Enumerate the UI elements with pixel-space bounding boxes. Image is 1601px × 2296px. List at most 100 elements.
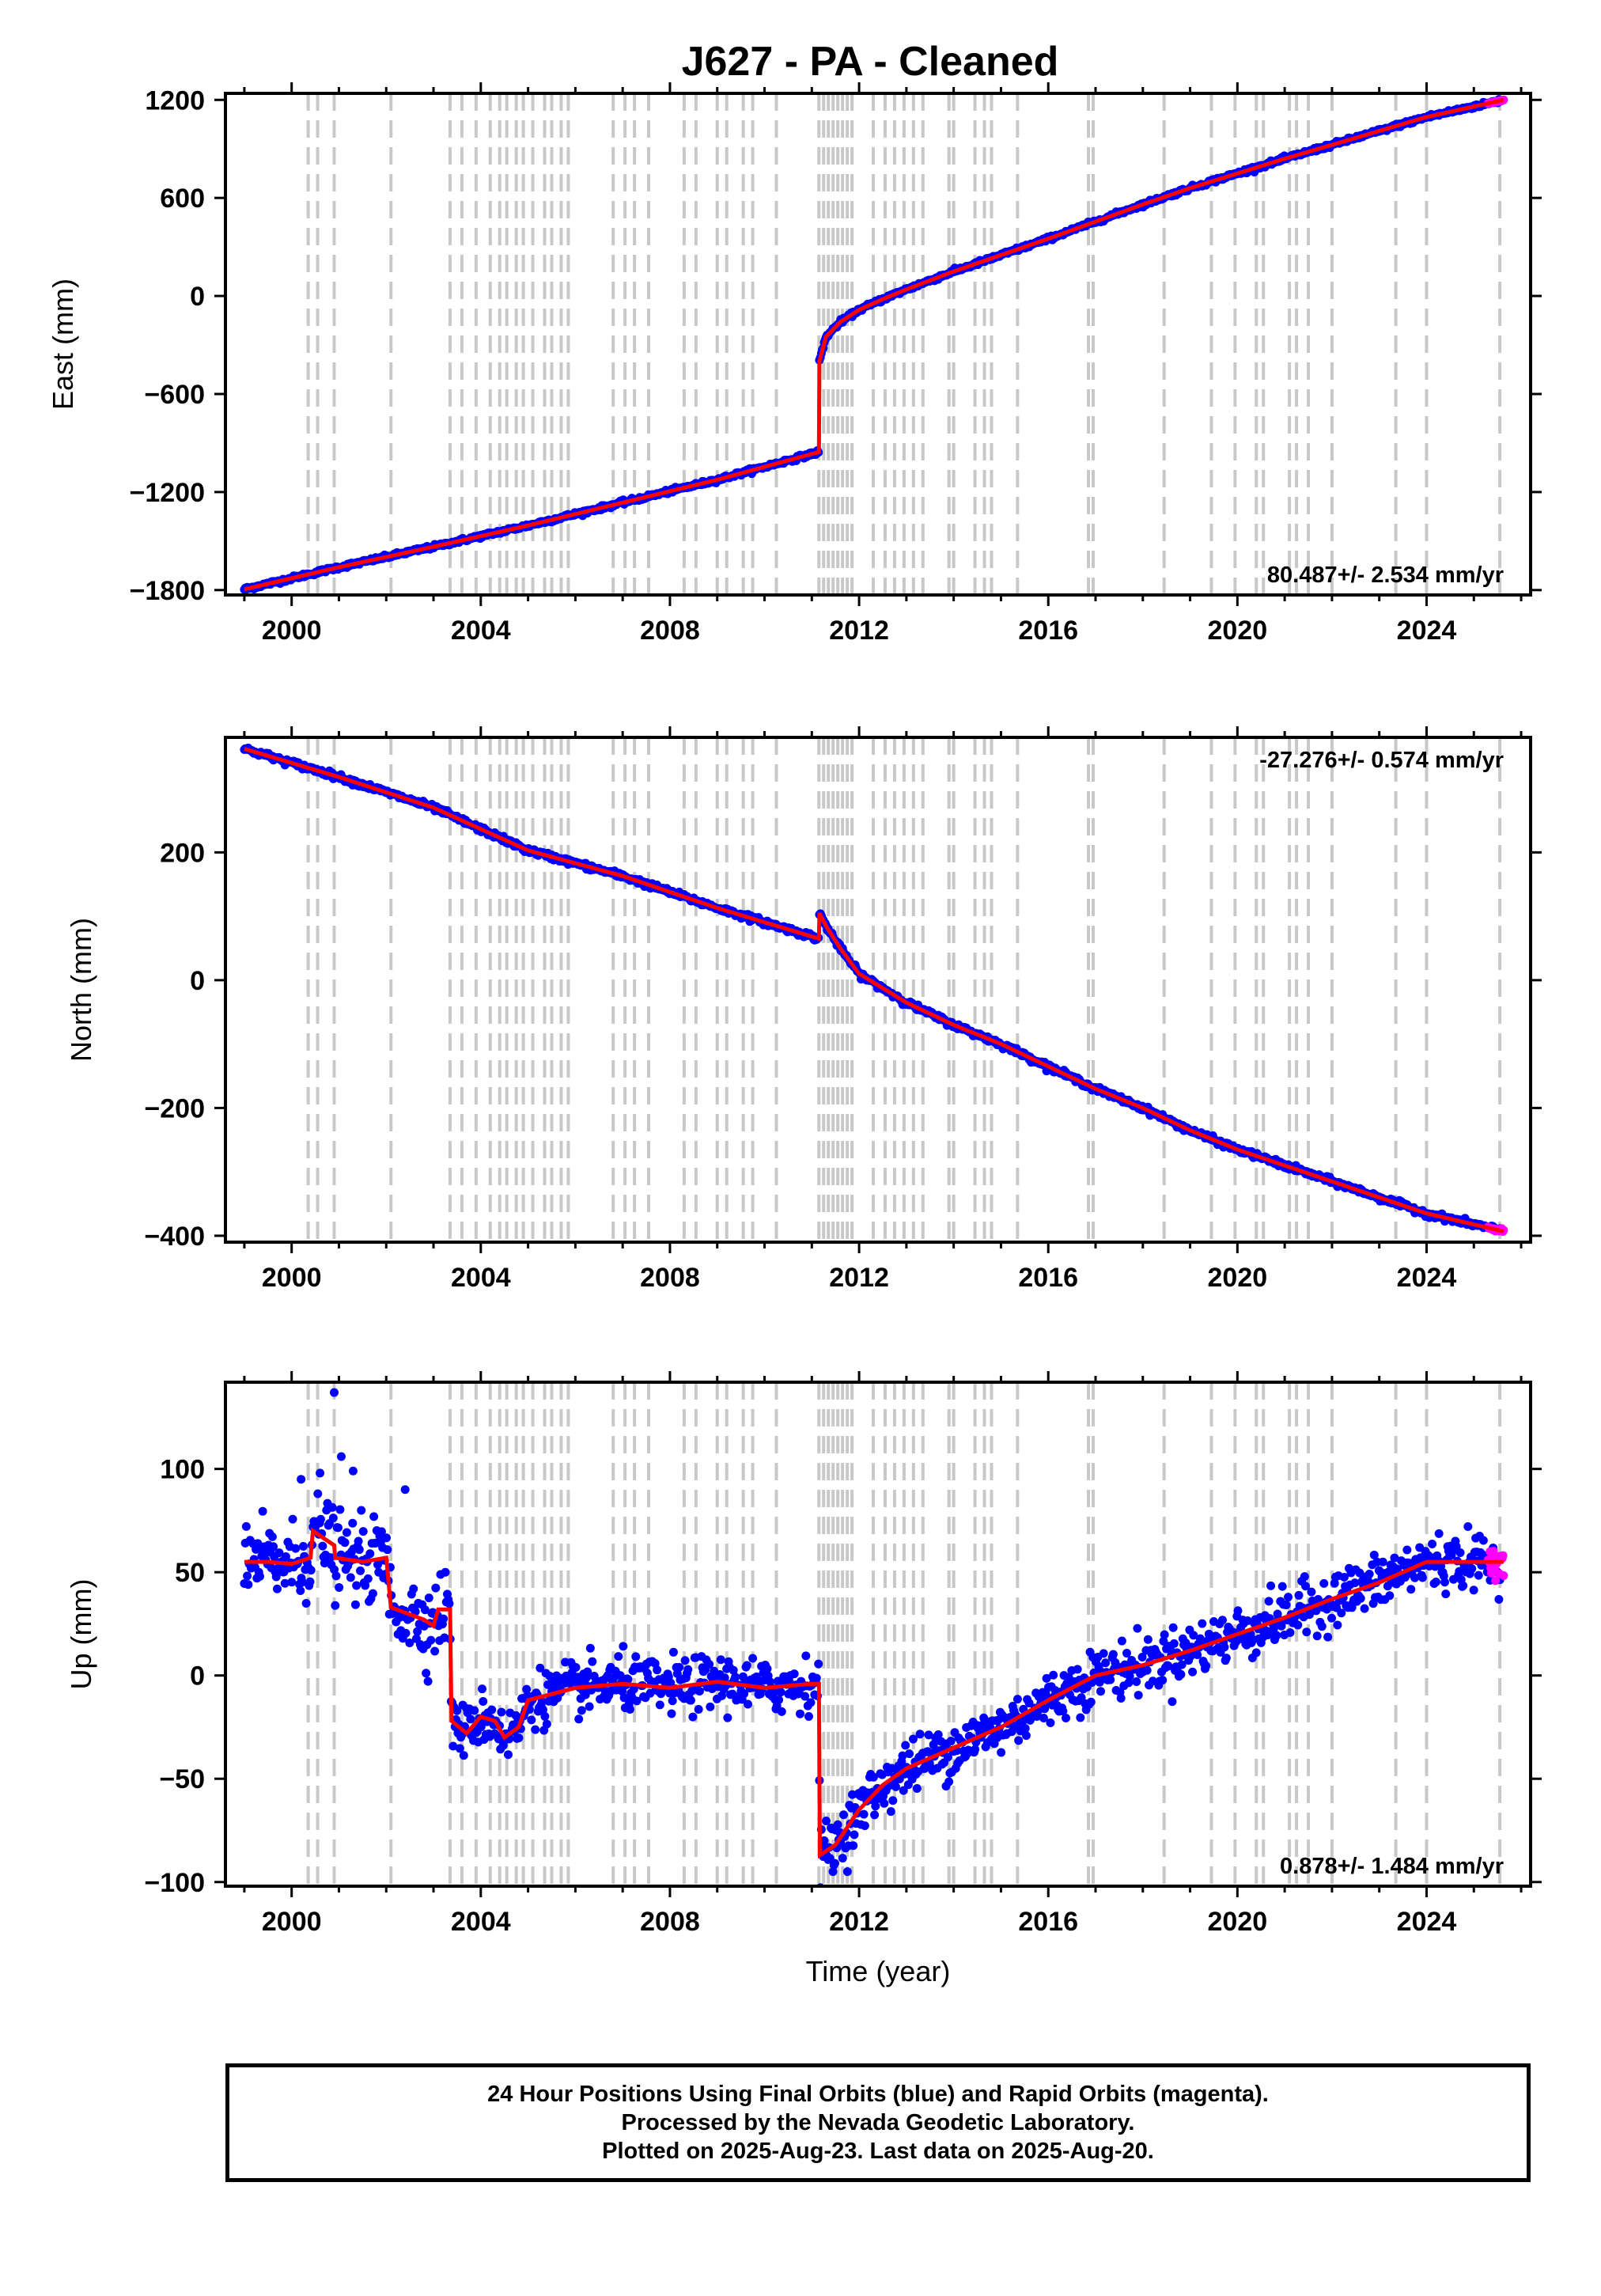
- final-orbit-point: [1202, 1661, 1211, 1671]
- final-orbit-point: [1169, 1639, 1179, 1648]
- final-orbit-point: [695, 1686, 704, 1695]
- final-orbit-point: [1285, 1628, 1295, 1638]
- final-orbit-point: [313, 1489, 323, 1498]
- final-orbit-point: [830, 1858, 839, 1868]
- final-orbit-point: [1217, 1616, 1227, 1625]
- final-orbit-point: [801, 1651, 811, 1661]
- final-orbit-point: [1133, 1623, 1142, 1633]
- final-orbit-point: [804, 1712, 813, 1722]
- final-orbit-point: [356, 1566, 365, 1575]
- final-orbit-point: [1369, 1550, 1379, 1559]
- final-orbit-point: [871, 1802, 880, 1811]
- final-orbit-point: [828, 1867, 838, 1877]
- y-axis-title: North (mm): [65, 918, 97, 1062]
- final-orbit-point: [280, 1578, 290, 1588]
- final-orbit-point: [318, 1541, 327, 1551]
- final-orbit-point: [296, 1586, 305, 1595]
- final-orbit-point: [585, 1702, 594, 1711]
- final-orbit-point: [574, 1714, 584, 1724]
- final-orbit-point: [497, 1707, 506, 1717]
- final-orbit-point: [706, 1702, 715, 1711]
- final-orbit-point: [1284, 1593, 1293, 1602]
- final-orbit-point: [328, 1514, 338, 1523]
- final-orbit-point: [1132, 1677, 1141, 1686]
- final-orbit-point: [420, 1605, 430, 1615]
- y-axis: −1800 −1200 −600 0 600 1200: [130, 85, 1542, 606]
- final-orbit-point: [632, 1696, 642, 1706]
- final-orbit-point: [1158, 1676, 1168, 1685]
- final-orbit-point: [331, 1571, 341, 1581]
- final-orbit-point: [723, 1713, 732, 1722]
- x-tick-label: 2008: [640, 1907, 700, 1937]
- rapid-orbit-point: [1491, 1576, 1501, 1586]
- final-orbit-point: [899, 1786, 908, 1795]
- final-orbit-point: [424, 1593, 433, 1603]
- final-orbit-point: [777, 1707, 786, 1716]
- final-orbit-point: [479, 1696, 488, 1706]
- final-orbit-point: [912, 1784, 922, 1794]
- final-orbit-point: [1020, 1724, 1030, 1733]
- final-orbit-point: [880, 1798, 889, 1808]
- final-orbit-point: [374, 1567, 384, 1577]
- final-orbit-point: [1177, 1660, 1187, 1669]
- final-orbit-point: [870, 1810, 880, 1820]
- final-orbit-point: [1142, 1665, 1152, 1675]
- final-orbit-point: [789, 1669, 799, 1679]
- final-orbit-point: [581, 1690, 590, 1699]
- final-orbit-point: [1049, 1670, 1058, 1680]
- final-orbit-point: [738, 1672, 748, 1681]
- final-orbit-point: [291, 1544, 301, 1553]
- final-orbit-point: [336, 1452, 346, 1461]
- final-orbit-point: [306, 1566, 316, 1575]
- final-orbit-point: [886, 1807, 895, 1817]
- final-orbit-point: [842, 1867, 852, 1877]
- final-orbit-point: [1455, 1548, 1465, 1557]
- final-orbit-point: [716, 1655, 725, 1665]
- final-orbit-point: [1122, 1649, 1131, 1658]
- y-tick-label: −400: [144, 1222, 205, 1252]
- final-orbit-point: [1478, 1536, 1488, 1545]
- final-orbit-point: [1467, 1564, 1477, 1574]
- final-orbit-point: [1323, 1632, 1333, 1642]
- final-orbit-point: [288, 1514, 297, 1524]
- final-orbit-point: [244, 1580, 253, 1589]
- event-lines: [306, 93, 1502, 595]
- final-orbit-point: [327, 1502, 337, 1512]
- final-orbit-point: [795, 1709, 804, 1718]
- final-orbit-point: [1474, 1570, 1483, 1580]
- final-orbit-point: [694, 1705, 703, 1714]
- final-orbit-point: [888, 1796, 898, 1805]
- final-orbit-point: [614, 1652, 623, 1661]
- final-orbit-point: [1073, 1665, 1082, 1674]
- final-orbit-point: [901, 1741, 910, 1750]
- final-orbit-point: [577, 1706, 586, 1715]
- final-orbit-point: [1400, 1573, 1410, 1582]
- final-orbit-point: [1355, 1568, 1364, 1578]
- final-orbit-point: [255, 1571, 264, 1581]
- x-tick-label: 2012: [829, 1263, 889, 1293]
- final-orbit-point: [1134, 1691, 1143, 1700]
- final-orbit-point: [538, 1705, 547, 1714]
- x-axis-title: Time (year): [806, 1955, 951, 1987]
- final-orbit-point: [1294, 1590, 1304, 1600]
- up-panel: 2000 2004 2008 2012 2016 2020 2024 −100 −50 0 50 10…: [65, 1371, 1542, 1987]
- final-orbit-point: [668, 1647, 678, 1657]
- final-orbit-point: [348, 1518, 358, 1528]
- final-orbit-point: [1266, 1581, 1276, 1590]
- final-orbit-point: [686, 1695, 695, 1705]
- final-orbit-point: [320, 1559, 329, 1568]
- final-orbit-point: [850, 1830, 859, 1839]
- x-tick-label: 2016: [1018, 616, 1078, 646]
- final-orbit-point: [924, 1730, 933, 1740]
- x-tick-label: 2020: [1208, 616, 1268, 646]
- final-orbit-point: [1311, 1606, 1321, 1616]
- final-orbit-point: [1198, 1619, 1207, 1628]
- final-orbit-point: [860, 1821, 869, 1831]
- final-orbit-point: [536, 1663, 545, 1673]
- y-tick-label: −1200: [130, 478, 206, 508]
- final-orbit-point: [763, 1664, 772, 1673]
- x-tick-label: 2020: [1208, 1907, 1268, 1937]
- final-orbit-point: [838, 1810, 848, 1820]
- model-line: [244, 747, 1504, 1233]
